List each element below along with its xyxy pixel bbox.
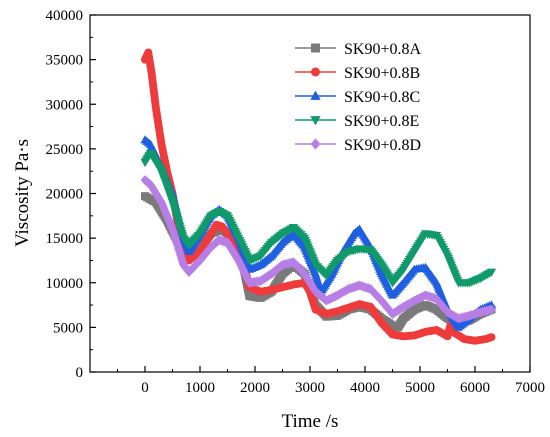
y-tick-label: 30000 <box>46 97 84 113</box>
series-5 <box>140 175 496 324</box>
series-4 <box>140 149 497 288</box>
legend-marker <box>311 67 320 77</box>
legend-label: SK90+0.8C <box>344 89 420 106</box>
data-point <box>486 268 497 277</box>
legend-item: SK90+0.8D <box>295 137 421 154</box>
legend-item: SK90+0.8B <box>295 65 420 82</box>
x-tick-label: 4000 <box>350 380 380 396</box>
axis-ticks: 0 1000 2000 3000 4000 5000 6000 7000 0 5000 10000 1… <box>46 8 546 396</box>
data-point <box>487 333 496 342</box>
y-tick-label: 15000 <box>46 231 84 247</box>
x-tick-label: 6000 <box>460 380 490 396</box>
legend: SK90+0.8A SK90+0.8B SK90+0.8C SK90+0.8E SK90… <box>295 41 421 154</box>
legend-item: SK90+0.8E <box>295 113 419 130</box>
legend-item: SK90+0.8C <box>295 89 420 106</box>
x-tick-label: 5000 <box>405 380 435 396</box>
x-tick-label: 7000 <box>515 380 545 396</box>
legend-marker <box>310 138 321 150</box>
legend-item: SK90+0.8A <box>295 41 421 58</box>
legend-label: SK90+0.8A <box>344 41 421 58</box>
x-tick-label: 0 <box>141 380 149 396</box>
y-tick-label: 20000 <box>46 187 84 203</box>
y-tick-label: 35000 <box>46 53 84 69</box>
series-layer <box>140 48 497 345</box>
x-tick-label: 3000 <box>295 380 325 396</box>
legend-label: SK90+0.8D <box>344 137 421 154</box>
legend-marker <box>310 116 321 126</box>
legend-marker <box>311 43 320 53</box>
y-tick-label: 0 <box>76 365 84 381</box>
legend-label: SK90+0.8B <box>344 65 420 82</box>
data-point <box>487 304 496 315</box>
y-tick-label: 25000 <box>46 142 84 158</box>
x-tick-label: 1000 <box>185 380 215 396</box>
x-tick-label: 2000 <box>240 380 270 396</box>
y-tick-label: 10000 <box>46 276 84 292</box>
x-axis-title: Time /s <box>282 411 339 432</box>
y-tick-label: 5000 <box>53 320 83 336</box>
y-tick-label: 40000 <box>46 8 84 24</box>
y-axis-title: Viscosity Pa·s <box>12 139 33 247</box>
legend-label: SK90+0.8E <box>344 113 419 130</box>
legend-marker <box>310 90 321 100</box>
